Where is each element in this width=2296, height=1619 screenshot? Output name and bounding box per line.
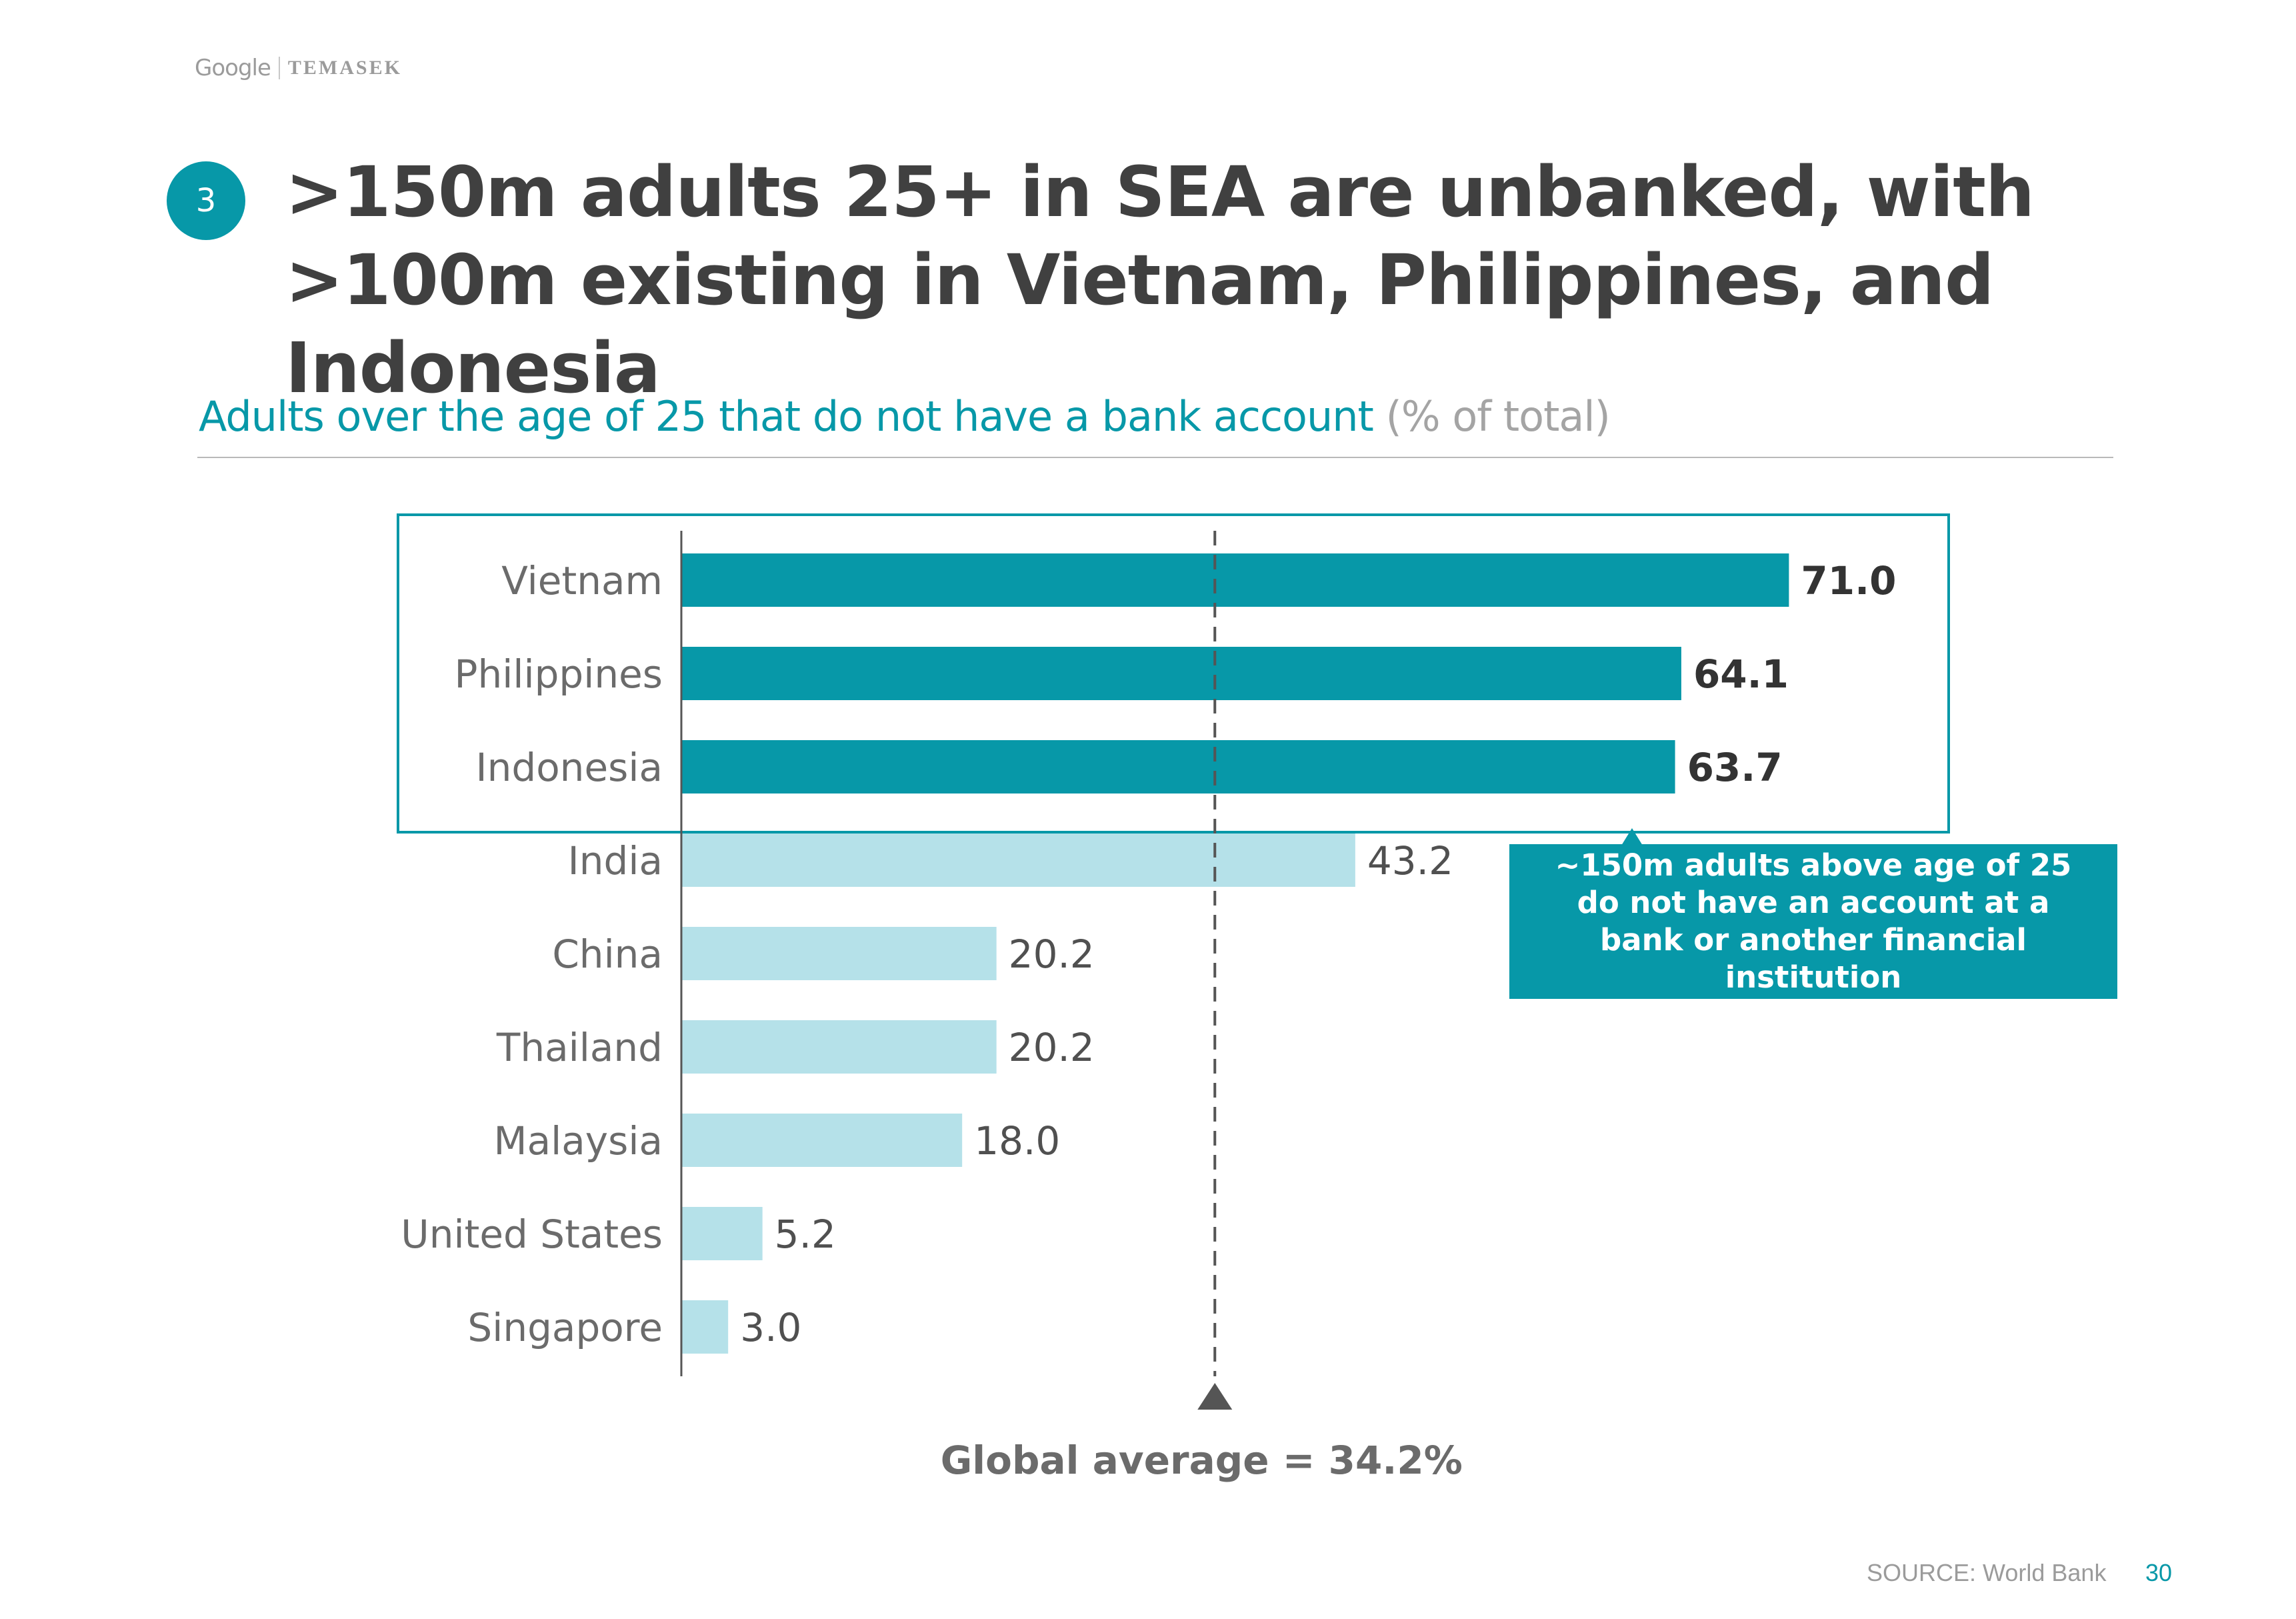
bar-indonesia [681, 740, 1675, 793]
bar-india [681, 834, 1355, 887]
bar-china [681, 927, 997, 980]
value-label-malaysia: 18.0 [974, 1118, 1060, 1164]
callout-box: ~150m adults above age of 25 do not have… [1509, 844, 2117, 999]
category-label-india: India [568, 838, 663, 884]
page-number: 30 [2145, 1559, 2173, 1586]
category-label-china: China [552, 932, 663, 977]
bar-vietnam [681, 553, 1789, 607]
value-label-china: 20.2 [1009, 932, 1095, 977]
source-note: SOURCE: World Bank [1867, 1559, 2107, 1586]
value-label-vietnam: 71.0 [1801, 558, 1896, 603]
logo-divider [278, 57, 280, 79]
chart-subtitle: Adults over the age of 25 that do not ha… [199, 392, 1611, 441]
section-number-badge: 3 [167, 161, 245, 240]
value-label-philippines: 64.1 [1693, 651, 1789, 697]
labels-layer: Vietnam 71.0 Philippines 64.1 Indonesia 63.7 I… [401, 531, 1897, 1483]
bar-united-states [681, 1207, 763, 1260]
chart-subtitle-text: Adults over the age of 25 that do not ha… [199, 392, 1374, 441]
callout-pointer [1621, 828, 1643, 846]
value-label-singapore: 3.0 [740, 1305, 801, 1350]
category-label-united-states: United States [401, 1212, 663, 1257]
category-label-singapore: Singapore [467, 1305, 663, 1350]
brand-logo: Google TEMASEK [195, 55, 402, 81]
value-label-united-states: 5.2 [775, 1212, 836, 1257]
highlight-frame [397, 513, 1950, 834]
value-label-indonesia: 63.7 [1687, 745, 1783, 790]
bar-malaysia [681, 1114, 963, 1167]
category-label-vietnam: Vietnam [501, 558, 663, 603]
chart-subtitle-unit: (% of total) [1385, 392, 1611, 441]
subtitle-divider [197, 457, 2113, 458]
value-label-thailand: 20.2 [1009, 1025, 1095, 1070]
bars-layer [397, 513, 1950, 1354]
bar-philippines [681, 647, 1681, 700]
category-label-philippines: Philippines [455, 651, 663, 697]
bar-thailand [681, 1020, 997, 1074]
category-label-thailand: Thailand [496, 1025, 663, 1070]
page-title: >150m adults 25+ in SEA are unbanked, wi… [285, 151, 2035, 409]
global-average-label: Global average = 34.2% [941, 1438, 1463, 1483]
value-label-india: 43.2 [1367, 838, 1453, 884]
category-label-malaysia: Malaysia [494, 1118, 663, 1164]
google-logo-text: Google [195, 55, 271, 81]
global-average-marker-icon [1197, 1383, 1233, 1410]
temasek-logo-text: TEMASEK [287, 57, 402, 79]
category-label-indonesia: Indonesia [476, 745, 663, 790]
bar-singapore [681, 1300, 729, 1354]
